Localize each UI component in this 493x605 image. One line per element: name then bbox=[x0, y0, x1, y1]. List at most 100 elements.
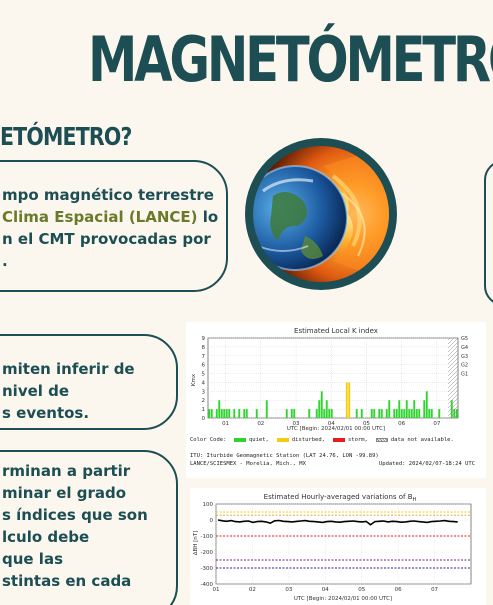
k-legend: quiet, disturbed, storm, data not available… bbox=[234, 437, 454, 443]
card-text-line: Clima Espacial (LANCE) lo bbox=[2, 206, 218, 228]
k-right-tick-label: G2 bbox=[461, 363, 468, 369]
k-legend-label: storm, bbox=[348, 437, 368, 443]
k-bar bbox=[348, 382, 351, 418]
k-bar bbox=[393, 409, 396, 418]
card-text-line: . bbox=[2, 252, 8, 270]
k-bar bbox=[220, 409, 223, 418]
k-bar bbox=[430, 409, 433, 418]
k-bar bbox=[378, 409, 381, 418]
k-bar bbox=[225, 409, 228, 418]
k-ytick-label: 9 bbox=[202, 336, 206, 342]
k-xtick-label: 05 bbox=[363, 421, 370, 427]
card-text-line: miten inferir de bbox=[2, 360, 135, 378]
k-bar bbox=[410, 409, 413, 418]
k-legend-label: quiet, bbox=[249, 437, 269, 443]
hourly-ytick-label: -400 bbox=[201, 582, 214, 588]
k-right-tick-label: G4 bbox=[461, 345, 468, 351]
k-bar bbox=[425, 391, 428, 418]
k-index-xlabel: UTC [Begin: 2024/02/01 00:00 UTC] bbox=[287, 426, 385, 432]
card-text-line: n el CMT provocadas por bbox=[2, 230, 211, 248]
k-bar bbox=[403, 409, 406, 418]
card-text-line: stintas en cada bbox=[2, 572, 132, 590]
info-card-calculation: rminan a partir minar el grado s índices… bbox=[0, 450, 178, 605]
k-bar bbox=[438, 409, 441, 418]
k-bar bbox=[428, 409, 431, 418]
k-ytick-label: 3 bbox=[202, 389, 206, 395]
hourly-ytick-label: -100 bbox=[201, 534, 214, 540]
k-ytick-label: 2 bbox=[202, 398, 206, 404]
k-ytick-label: 5 bbox=[202, 372, 206, 378]
k-bar bbox=[243, 409, 246, 418]
k-bar bbox=[388, 400, 391, 418]
k-legend-swatch bbox=[333, 438, 345, 442]
k-bar bbox=[318, 400, 321, 418]
k-bar bbox=[345, 382, 348, 418]
section-heading: ETÓMETRO? bbox=[0, 122, 132, 151]
card-text-line: s eventos. bbox=[2, 404, 90, 422]
k-bar bbox=[238, 409, 241, 418]
k-bar bbox=[308, 409, 311, 418]
k-right-tick-label: G1 bbox=[461, 372, 468, 378]
page-title: MAGNETÓMETRO bbox=[88, 23, 493, 96]
k-bar bbox=[423, 400, 426, 418]
card-text-fragment: lo bbox=[197, 208, 219, 226]
k-legend-swatch bbox=[375, 438, 388, 442]
k-bar bbox=[210, 409, 213, 418]
k-ytick-label: 0 bbox=[202, 416, 206, 422]
k-bar bbox=[408, 409, 411, 418]
info-card-indices: miten inferir de nivel de s eventos. bbox=[0, 334, 178, 430]
k-bar bbox=[418, 409, 421, 418]
k-right-tick-label: G3 bbox=[461, 354, 468, 360]
k-bar bbox=[328, 409, 331, 418]
k-ytick-label: 8 bbox=[202, 345, 206, 351]
hourly-xtick-label: 03 bbox=[285, 587, 292, 593]
k-right-tick-label: G5 bbox=[461, 336, 468, 342]
k-bar bbox=[233, 409, 236, 418]
hourly-xtick-label: 02 bbox=[249, 587, 256, 593]
k-bar bbox=[315, 409, 318, 418]
k-bar bbox=[413, 400, 416, 418]
card-text-line: que las bbox=[2, 550, 64, 568]
k-bar bbox=[290, 409, 293, 418]
hourly-xtick-label: 01 bbox=[213, 587, 220, 593]
k-bar bbox=[400, 409, 403, 418]
card-text-line: s índices que son bbox=[2, 506, 148, 524]
k-xtick-label: 04 bbox=[328, 421, 335, 427]
hourly-xtick-label: 06 bbox=[395, 587, 402, 593]
k-xtick-label: 02 bbox=[257, 421, 264, 427]
card-text-line: mpo magnético terrestre bbox=[2, 186, 214, 204]
k-bar bbox=[355, 409, 358, 418]
k-legend-item: data not available. bbox=[375, 437, 454, 443]
card-accent-text: Clima Espacial (LANCE) bbox=[2, 208, 198, 226]
card-text-line: minar el grado bbox=[2, 484, 127, 502]
card-text-line: nivel de bbox=[2, 382, 70, 400]
k-bar bbox=[370, 409, 373, 418]
k-bar bbox=[385, 409, 388, 418]
k-bar bbox=[255, 409, 258, 418]
k-plot-area bbox=[207, 337, 459, 419]
k-ytick-label: 7 bbox=[202, 354, 206, 360]
k-bar bbox=[398, 400, 401, 418]
k-legend-swatch bbox=[234, 438, 246, 442]
card-text-line: rminan a partir bbox=[2, 462, 131, 480]
k-bar bbox=[330, 409, 333, 418]
k-legend-label: data not available. bbox=[390, 437, 454, 443]
k-index-ylabel: Kmx bbox=[191, 373, 197, 386]
k-station-info: ITU: Iturbide Geomagnetic Station (LAT 2… bbox=[190, 453, 379, 459]
k-bar bbox=[245, 409, 248, 418]
k-bar bbox=[285, 409, 288, 418]
k-data-unavailable bbox=[448, 338, 458, 418]
k-bar bbox=[405, 400, 408, 418]
hourly-ytick-label: 0 bbox=[210, 518, 214, 524]
k-updated: Updated: 2024/02/07-18:24 UTC bbox=[379, 461, 476, 467]
earth-globe-image bbox=[245, 138, 397, 290]
hourly-title: Estimated Hourly-averaged variations of … bbox=[264, 493, 417, 503]
k-legend-item: disturbed, bbox=[276, 437, 325, 443]
k-bar bbox=[415, 409, 418, 418]
k-bar bbox=[293, 409, 296, 418]
k-index-title: Estimated Local K index bbox=[294, 327, 378, 335]
k-institution: LANCE/SCIESMEX - Morelia, Mich., MX bbox=[190, 461, 306, 467]
hourly-variation-chart: Estimated Hourly-averaged variations of … bbox=[190, 488, 486, 605]
